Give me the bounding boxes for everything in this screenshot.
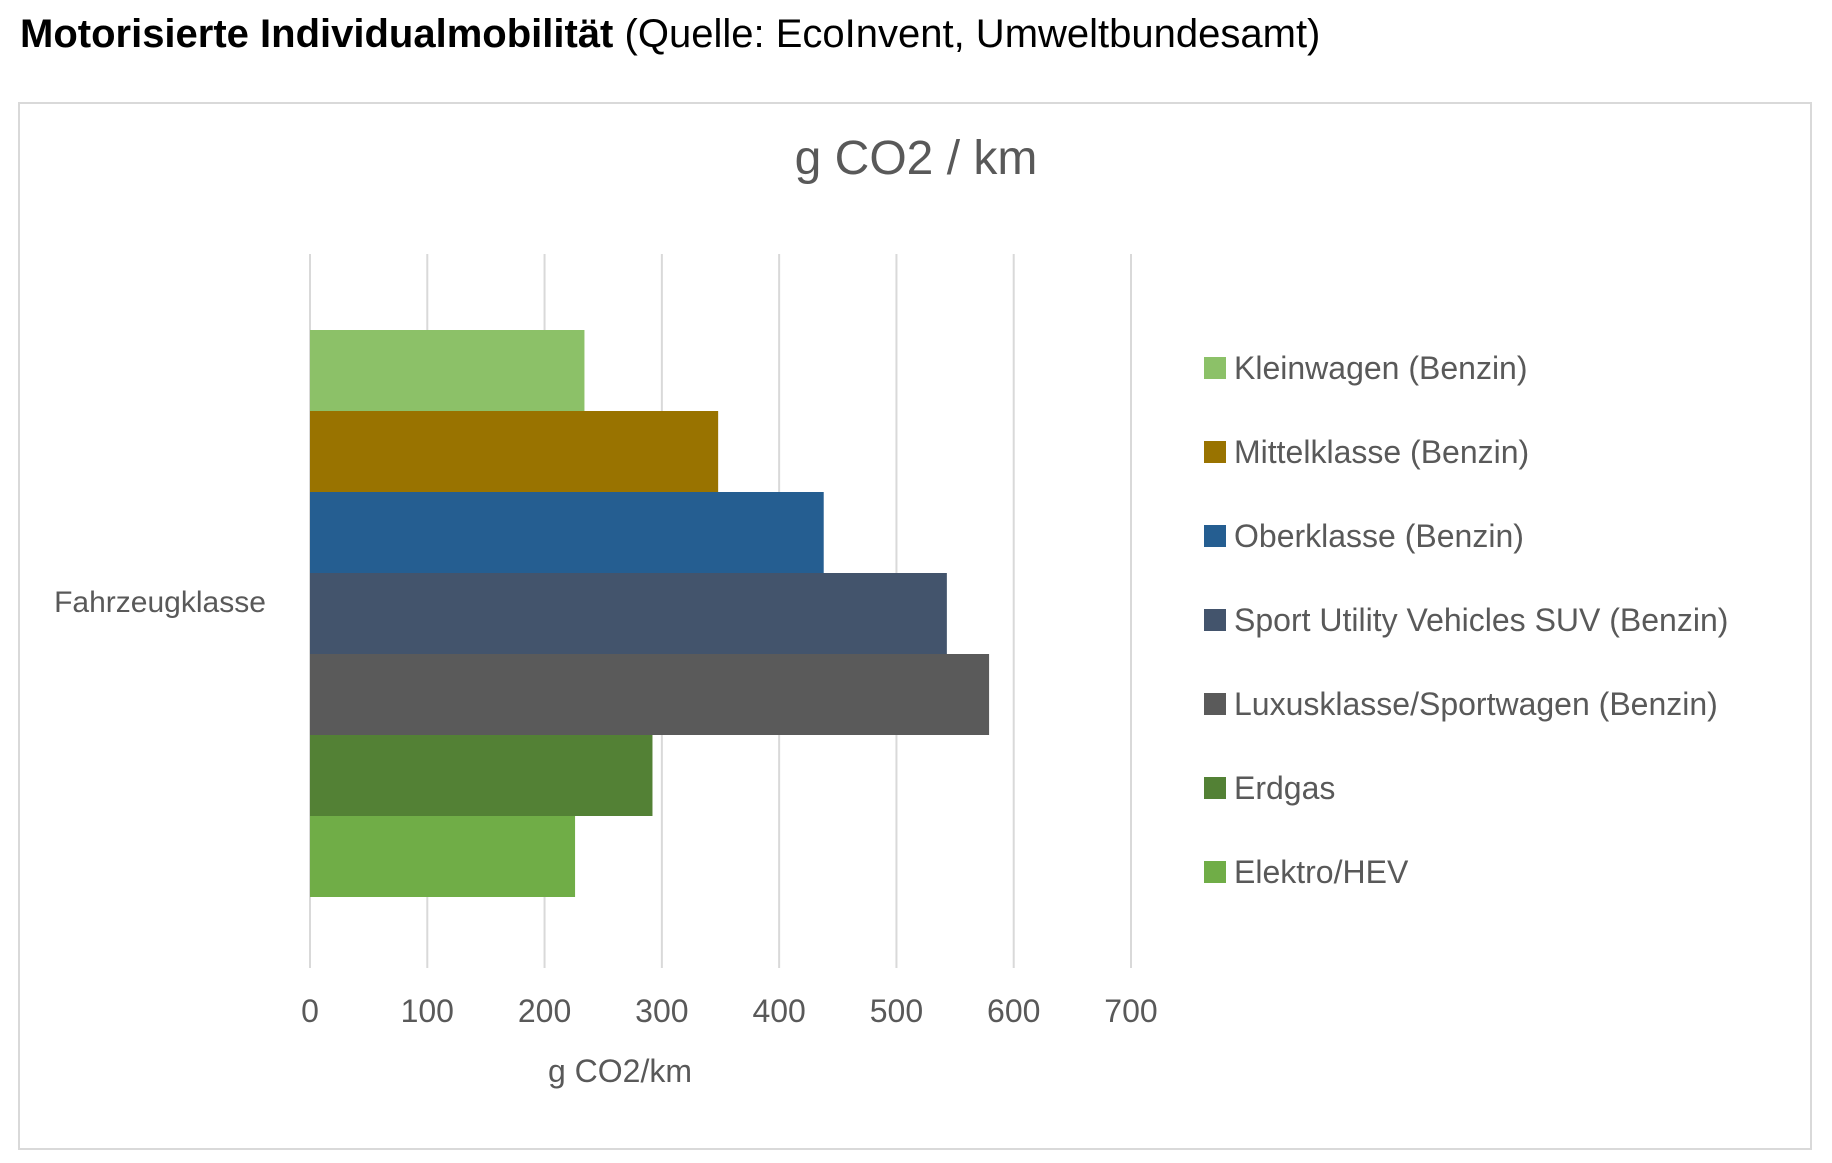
bars [310, 330, 990, 897]
x-tick-label: 700 [1104, 993, 1157, 1029]
heading-source: (Quelle: EcoInvent, Umweltbundesamt) [624, 12, 1321, 56]
x-tick-label: 200 [518, 993, 571, 1029]
legend-label: Oberklasse (Benzin) [1234, 518, 1524, 554]
legend-swatch [1204, 693, 1226, 715]
legend-label: Luxusklasse/Sportwagen (Benzin) [1234, 686, 1718, 722]
bar [310, 411, 719, 492]
x-axis-label: g CO2/km [548, 1053, 692, 1089]
legend-label: Mittelklasse (Benzin) [1234, 434, 1529, 470]
page-heading: Motorisierte Individualmobilität (Quelle… [20, 12, 1320, 57]
legend-swatch [1204, 441, 1226, 463]
heading-main: Motorisierte Individualmobilität [20, 12, 614, 56]
legend-swatch [1204, 777, 1226, 799]
legend-swatch [1204, 609, 1226, 631]
category-label: Fahrzeugklasse [54, 586, 266, 619]
legend: Kleinwagen (Benzin) Mittelklasse (Benzin)… [1204, 350, 1728, 890]
chart-frame: g CO2 / km 0 100 200 300 400 500 600 700 g CO2/… [18, 102, 1812, 1150]
x-tick-label: 0 [301, 993, 319, 1029]
x-axis-ticks: 0 100 200 300 400 500 600 700 [301, 993, 1158, 1029]
legend-swatch [1204, 861, 1226, 883]
bar [310, 816, 576, 897]
legend-label: Elektro/HEV [1234, 854, 1409, 890]
legend-swatch [1204, 525, 1226, 547]
x-tick-label: 500 [870, 993, 923, 1029]
bar [310, 573, 947, 654]
x-tick-label: 400 [752, 993, 805, 1029]
bar [310, 735, 653, 816]
bar [310, 654, 990, 735]
chart-title: g CO2 / km [795, 132, 1038, 185]
x-tick-label: 300 [635, 993, 688, 1029]
x-tick-label: 600 [987, 993, 1040, 1029]
bar [310, 330, 585, 411]
legend-label: Sport Utility Vehicles SUV (Benzin) [1234, 602, 1728, 638]
legend-swatch [1204, 357, 1226, 379]
x-tick-label: 100 [401, 993, 454, 1029]
bar [310, 492, 824, 573]
bar-chart: g CO2 / km 0 100 200 300 400 500 600 700 g CO2/… [54, 132, 1728, 1089]
legend-label: Erdgas [1234, 770, 1335, 806]
legend-label: Kleinwagen (Benzin) [1234, 350, 1528, 386]
